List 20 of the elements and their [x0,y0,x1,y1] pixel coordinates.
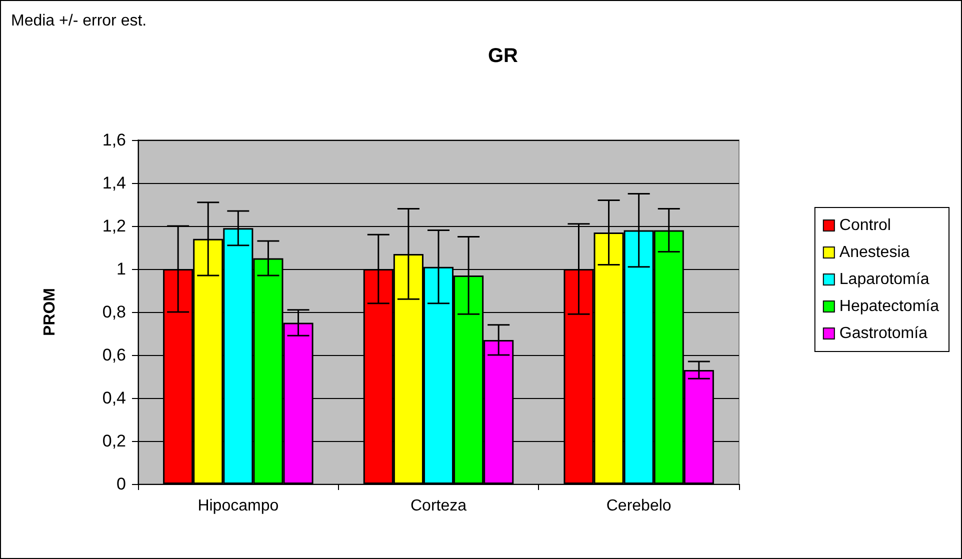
y-axis-title: PROM [42,288,58,336]
legend-label: Control [839,217,891,234]
y-tick-label: 1 [116,260,126,278]
y-tick-label: 1,6 [102,130,126,150]
legend-label: Hepatectomía [839,298,940,315]
legend-label: Laparotomía [839,271,930,288]
legend-label: Gastrotomía [839,325,928,342]
x-tick-label: Hipocampo [198,498,279,514]
y-tick-label: 1,4 [102,174,126,192]
y-tick-label: 1,2 [102,216,126,236]
y-tick-label: 0,8 [102,302,126,322]
y-tick-label: 0,4 [102,388,126,408]
chart-title: GR [488,45,519,67]
y-tick-label: 0,2 [102,432,126,450]
legend-label: Anestesia [839,244,910,261]
x-tick-label: Corteza [410,498,467,514]
x-tick-label: Cerebelo [606,498,672,514]
text: Media +/- error est. [11,12,147,30]
y-tick-label: 0 [116,474,126,494]
y-tick-label: 0,6 [102,346,126,364]
